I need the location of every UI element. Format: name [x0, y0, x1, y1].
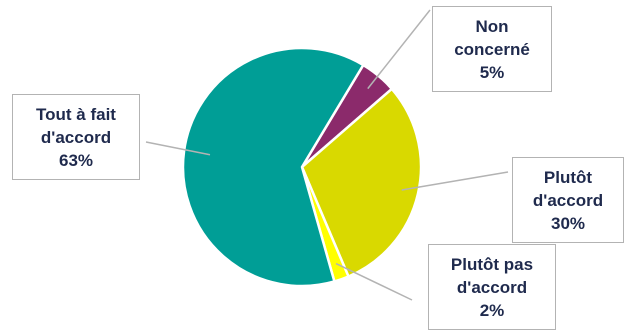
leader-line	[367, 9, 431, 90]
label-plutot-pas-d-accord-line2: d'accord	[456, 277, 528, 297]
label-non-concerne-line1: Non	[475, 16, 509, 36]
slice-tout-a-fait-d-accord	[181, 46, 365, 288]
label-plutot-pas-d-accord: Plutôt pas d'accord 2%	[428, 244, 556, 330]
label-tout-a-fait-d-accord: Tout à fait d'accord 63%	[12, 94, 140, 180]
label-plutot-d-accord-line2: d'accord	[532, 190, 604, 210]
label-non-concerne-line2: concerné	[454, 39, 530, 59]
label-tout-a-fait-d-accord-value: 63%	[58, 150, 94, 170]
label-tout-a-fait-d-accord-line1: Tout à fait	[36, 104, 116, 124]
label-plutot-pas-d-accord-line1: Plutôt pas	[450, 254, 534, 274]
leader-line	[335, 262, 413, 301]
leader-line	[401, 171, 509, 191]
label-non-concerne-value: 5%	[479, 62, 505, 82]
label-tout-a-fait-d-accord-line2: d'accord	[40, 127, 112, 147]
slice-plutot-d-accord	[300, 87, 423, 278]
label-plutot-d-accord-value: 30%	[550, 213, 586, 233]
label-plutot-d-accord: Plutôt d'accord 30%	[512, 157, 624, 243]
leader-lines	[145, 9, 509, 301]
label-non-concerne: Non concerné 5%	[432, 6, 552, 92]
pie-slices	[181, 46, 423, 288]
leader-line	[145, 141, 211, 156]
label-plutot-pas-d-accord-value: 2%	[479, 300, 505, 320]
label-plutot-d-accord-line1: Plutôt	[543, 167, 593, 187]
